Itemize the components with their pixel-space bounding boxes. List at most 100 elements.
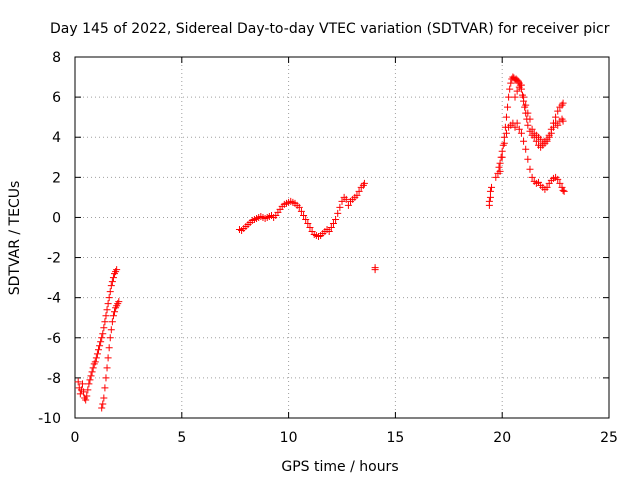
data-points bbox=[74, 73, 568, 412]
data-point bbox=[513, 119, 521, 127]
data-point bbox=[100, 324, 108, 332]
data-point bbox=[554, 121, 562, 129]
data-point bbox=[300, 211, 308, 219]
data-point bbox=[101, 318, 109, 326]
data-point bbox=[107, 326, 115, 334]
data-point bbox=[105, 294, 113, 302]
y-tick-label: -4 bbox=[47, 291, 61, 307]
data-point bbox=[100, 394, 108, 402]
data-point bbox=[486, 187, 494, 195]
data-point bbox=[93, 350, 101, 358]
data-point bbox=[111, 308, 119, 316]
series-segment-3c bbox=[511, 81, 567, 147]
data-point bbox=[486, 193, 494, 201]
data-point bbox=[325, 227, 333, 235]
data-point bbox=[109, 312, 117, 320]
data-point bbox=[528, 125, 536, 133]
data-point bbox=[107, 282, 115, 290]
data-point bbox=[543, 135, 551, 143]
y-tick-label: -2 bbox=[47, 251, 61, 267]
data-point bbox=[101, 384, 109, 392]
data-point bbox=[500, 139, 508, 147]
data-point bbox=[92, 354, 100, 362]
data-point bbox=[355, 187, 363, 195]
data-point bbox=[329, 219, 337, 227]
data-point bbox=[87, 372, 95, 380]
data-point bbox=[524, 121, 532, 129]
data-point bbox=[520, 93, 528, 101]
data-point bbox=[327, 223, 335, 231]
data-point bbox=[96, 342, 104, 350]
data-point bbox=[83, 392, 91, 400]
y-tick-label: -6 bbox=[47, 331, 61, 347]
data-point bbox=[515, 125, 523, 133]
chart-title: Day 145 of 2022, Sidereal Day-to-day VTE… bbox=[50, 21, 610, 37]
y-tick-label: 2 bbox=[52, 170, 61, 186]
data-point bbox=[504, 103, 512, 111]
data-point bbox=[94, 346, 102, 354]
data-point bbox=[549, 119, 557, 127]
data-point bbox=[82, 396, 90, 404]
data-point bbox=[496, 167, 504, 175]
data-point bbox=[102, 312, 110, 320]
series-segment-3b bbox=[496, 119, 568, 195]
data-point bbox=[517, 129, 525, 137]
data-point bbox=[108, 318, 116, 326]
series-outlier bbox=[371, 264, 379, 274]
data-point bbox=[524, 109, 532, 117]
data-point bbox=[304, 219, 312, 227]
data-point bbox=[556, 179, 564, 187]
data-point bbox=[80, 388, 88, 396]
data-point bbox=[295, 203, 303, 211]
y-axis-label: SDTVAR / TECUs bbox=[7, 181, 23, 296]
data-point bbox=[502, 129, 510, 137]
data-point bbox=[498, 153, 506, 161]
data-point bbox=[360, 179, 368, 187]
data-point bbox=[105, 344, 113, 352]
data-point bbox=[342, 195, 350, 203]
data-point bbox=[500, 133, 508, 141]
x-tick-label: 20 bbox=[493, 430, 511, 446]
data-point bbox=[302, 215, 310, 223]
data-point bbox=[532, 137, 540, 145]
data-point bbox=[371, 266, 379, 274]
grid bbox=[75, 57, 609, 418]
data-point bbox=[522, 101, 530, 109]
data-point bbox=[559, 99, 567, 107]
data-point bbox=[498, 147, 506, 155]
data-point bbox=[336, 203, 344, 211]
axis-ticks: 0 5 10 15 20 25 -10 -8 -6 -4 -2 0 2 4 6 8 bbox=[38, 50, 618, 446]
data-point bbox=[113, 266, 121, 274]
x-tick-label: 15 bbox=[386, 430, 404, 446]
data-point bbox=[91, 358, 99, 366]
data-point bbox=[559, 117, 567, 125]
data-point bbox=[102, 374, 110, 382]
data-point bbox=[99, 330, 107, 338]
data-point bbox=[98, 334, 106, 342]
data-point bbox=[488, 183, 496, 191]
data-point bbox=[526, 165, 534, 173]
y-tick-label: 0 bbox=[52, 210, 61, 226]
data-point bbox=[97, 338, 105, 346]
data-point bbox=[558, 183, 566, 191]
data-point bbox=[98, 404, 106, 412]
data-point bbox=[545, 131, 553, 139]
data-point bbox=[89, 364, 97, 372]
data-point bbox=[554, 107, 562, 115]
data-point bbox=[74, 378, 82, 386]
data-point bbox=[560, 187, 568, 195]
data-point bbox=[344, 201, 352, 209]
data-point bbox=[334, 209, 342, 217]
data-point bbox=[104, 300, 112, 308]
x-tick-label: 0 bbox=[71, 430, 80, 446]
data-point bbox=[332, 215, 340, 223]
data-point bbox=[524, 155, 532, 163]
data-point bbox=[522, 145, 530, 153]
data-point bbox=[547, 125, 555, 133]
data-point bbox=[78, 380, 86, 388]
data-point bbox=[106, 334, 114, 342]
data-point bbox=[115, 298, 123, 306]
data-point bbox=[506, 85, 514, 93]
y-tick-label: 8 bbox=[52, 50, 61, 66]
